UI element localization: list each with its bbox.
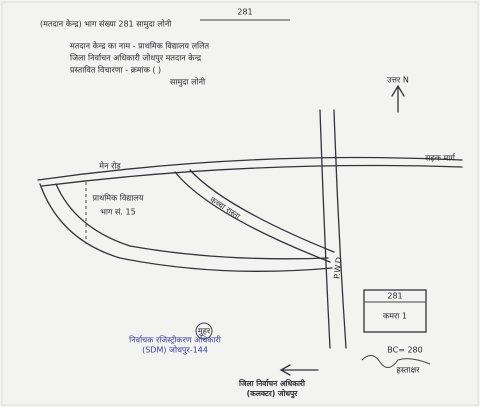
main-road-top bbox=[37, 156, 463, 181]
header-line: (मतदान केन्द्र) भाग संख्या 281 सामुदा लो… bbox=[40, 19, 172, 30]
pwd-road-right bbox=[333, 109, 347, 349]
stamp-line: निर्वाचक रजिस्ट्रीकरण अधिकारी bbox=[129, 335, 222, 345]
box-number: 281 bbox=[387, 292, 402, 301]
page-number: 281 bbox=[237, 8, 252, 17]
header-line: मतदान केन्द्र का नाम - प्राथमिक विद्यालय… bbox=[70, 41, 210, 51]
header-line: सामुदा लोनी bbox=[170, 77, 206, 88]
seal-label: मुहर bbox=[198, 327, 211, 337]
footer-line: (कलक्टर) जोधपुर bbox=[247, 389, 299, 399]
area-outer bbox=[39, 183, 333, 272]
lane-right bbox=[189, 169, 335, 253]
header-line: जिला निर्वाचन अधिकारी जोधपुर मतदान केन्द… bbox=[70, 53, 202, 64]
map-label: भाग सं. 15 bbox=[100, 208, 135, 217]
header-line: प्रस्तावित विचारणा - क्रमांक ( ) bbox=[70, 65, 161, 75]
area-inner bbox=[55, 183, 329, 260]
map-label: P.W.D bbox=[332, 257, 343, 280]
signature-name: हस्ताक्षर bbox=[397, 366, 421, 375]
main-road-bottom bbox=[41, 164, 463, 187]
direction-arrow bbox=[279, 364, 319, 376]
building-box bbox=[363, 289, 427, 333]
box-label: कमरा 1 bbox=[383, 312, 407, 321]
stamp-line: (SDM) जोधपुर-144 bbox=[142, 345, 208, 356]
signature-note: BC= 280 bbox=[387, 346, 422, 355]
north-arrow bbox=[391, 84, 405, 113]
pwd-road-left bbox=[319, 109, 331, 349]
map-label: प्राथमिक विद्यालय bbox=[93, 193, 144, 203]
north-label: उत्तर N bbox=[387, 76, 409, 85]
footer-line: जिला निर्वाचन अधिकारी bbox=[238, 379, 306, 388]
map-label: मेन रोड bbox=[99, 161, 121, 171]
map-label: सड़क मार्ग bbox=[425, 153, 456, 163]
lane-left bbox=[174, 171, 331, 263]
seal-circle bbox=[195, 322, 213, 340]
signature-scribble bbox=[361, 355, 431, 368]
